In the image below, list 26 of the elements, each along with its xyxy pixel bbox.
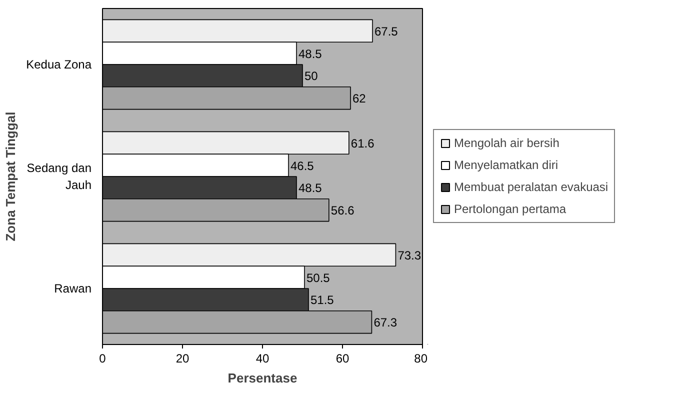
x-tick-label: 40 (256, 352, 270, 366)
x-tick-label: 0 (99, 352, 106, 366)
y-tick-label: Sedang dan Jauh (26, 161, 92, 192)
data-label: 50 (304, 69, 318, 84)
legend-label: Menyelamatkan diri (454, 158, 558, 172)
x-tick-label: 80 (414, 352, 428, 366)
data-label: 48.5 (298, 181, 322, 196)
y-tick-label: Kedua Zona (26, 58, 92, 72)
y-axis-title: Zona Tempat Tinggal (3, 112, 18, 242)
data-label: 73.3 (398, 248, 422, 262)
legend-label: Membuat peralatan evakuasi (454, 180, 608, 194)
data-label: 67.3 (374, 316, 398, 330)
data-label: 62 (352, 92, 366, 106)
data-label: 46.5 (290, 158, 314, 173)
data-label: 50.5 (306, 270, 330, 285)
legend-label: Pertolongan pertama (454, 202, 566, 216)
x-axis-title: Persentase (228, 370, 298, 386)
x-tick-label: 20 (176, 352, 190, 366)
y-tick-label: Rawan (54, 282, 92, 296)
data-label: 48.5 (298, 46, 322, 61)
data-label: 61.6 (350, 136, 375, 150)
data-label: 51.5 (310, 293, 334, 308)
data-label: 56.6 (330, 204, 355, 218)
legend-label: Mengolah air bersih (454, 136, 560, 150)
data-label: 67.5 (374, 24, 398, 38)
x-tick-label: 60 (336, 352, 350, 366)
